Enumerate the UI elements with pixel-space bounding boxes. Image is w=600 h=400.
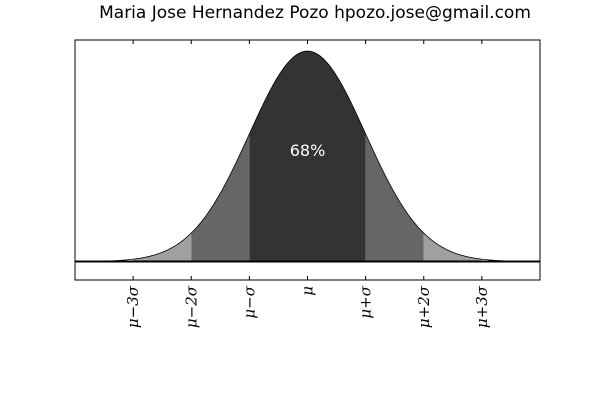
x-tick-label-0: μ−3σ	[124, 285, 142, 328]
x-tick-label-3: μ	[299, 286, 317, 296]
region-0	[133, 233, 192, 262]
chart-title: Maria Jose Hernandez Pozo hpozo.jose@gma…	[99, 3, 531, 23]
x-axis-ticks: μ−3σ μ−2σ μ−σ μ μ+σ μ+2σ μ+3σ	[124, 40, 491, 328]
x-tick-label-2: μ−σ	[240, 285, 258, 318]
x-tick-label-5: μ+2σ	[415, 285, 433, 328]
normal-curve	[74, 50, 541, 262]
region-2	[249, 51, 366, 262]
region-4	[423, 233, 482, 262]
x-tick-label-1: μ−2σ	[182, 285, 200, 328]
center-percentage-label: 68%	[290, 141, 326, 160]
x-tick-label-4: μ+σ	[357, 285, 375, 318]
x-tick-label-6: μ+3σ	[473, 285, 491, 328]
